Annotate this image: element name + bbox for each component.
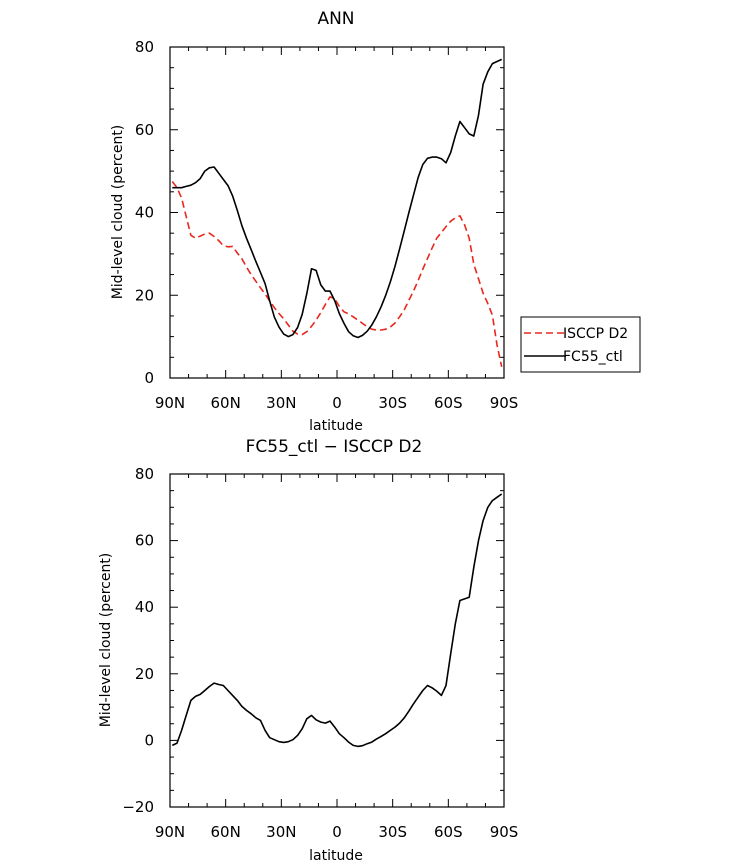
panel-top: ANN 90N 60N 30N 0 30S 60S 90S 0 20 40 60 80 latitud… (110, 9, 641, 434)
x-tick-label: 30N (266, 823, 296, 841)
x-tick-label: 60S (434, 823, 463, 841)
series-line-isccp-d2 (171, 181, 503, 367)
panel-bottom-title: FC55_ctl − ISCCP D2 (246, 437, 423, 457)
legend: ISCCP D2 FC55_ctl (520, 316, 641, 373)
x-tick-label: 60S (434, 394, 463, 412)
y-tick-label: 60 (135, 121, 154, 139)
panel-top-series (171, 58, 503, 367)
x-tick-label: 30N (266, 394, 296, 412)
x-tick-label: 30S (378, 394, 407, 412)
y-tick-label: 60 (135, 532, 154, 550)
y-tick-label: −20 (122, 798, 154, 816)
x-tick-label: 90N (155, 394, 185, 412)
series-line-difference (171, 493, 503, 748)
panel-bottom-ylabel: Mid-level cloud (percent) (98, 553, 114, 728)
y-tick-label: 0 (144, 369, 154, 387)
y-tick-label: 20 (135, 665, 154, 683)
y-tick-label: 40 (135, 598, 154, 616)
panel-top-ticks: 90N 60N 30N 0 30S 60S 90S 0 20 40 60 80 (135, 38, 518, 412)
y-tick-label: 80 (135, 465, 154, 483)
panel-top-xlabel: latitude (309, 418, 363, 434)
x-tick-label: 30S (378, 823, 407, 841)
x-tick-label: 60N (211, 394, 241, 412)
panel-top-title: ANN (317, 9, 354, 29)
y-tick-label: 20 (135, 286, 154, 304)
x-tick-label: 90N (155, 823, 185, 841)
y-tick-label: 40 (135, 204, 154, 222)
series-line-fc55-ctl (172, 58, 503, 339)
panel-bottom-xlabel: latitude (309, 848, 363, 864)
panel-bottom-ticks: 90N 60N 30N 0 30S 60S 90S −20 0 20 40 60 80 (122, 465, 518, 841)
panel-top-frame (169, 46, 505, 379)
legend-box (520, 316, 641, 373)
panel-bottom-frame (169, 473, 505, 808)
panel-bottom-series (171, 493, 503, 748)
panel-top-ylabel: Mid-level cloud (percent) (110, 125, 126, 300)
legend-label-isccp: ISCCP D2 (563, 326, 628, 342)
y-tick-label: 0 (144, 731, 154, 749)
y-tick-label: 80 (135, 38, 154, 56)
x-tick-label: 0 (332, 823, 342, 841)
panel-bottom: FC55_ctl − ISCCP D2 90N 60N 30N 0 30S 60S 90S −… (98, 437, 518, 864)
x-tick-label: 90S (490, 823, 519, 841)
legend-label-fc55: FC55_ctl (563, 349, 623, 365)
x-tick-label: 60N (211, 823, 241, 841)
x-tick-label: 0 (332, 394, 342, 412)
x-tick-label: 90S (490, 394, 519, 412)
